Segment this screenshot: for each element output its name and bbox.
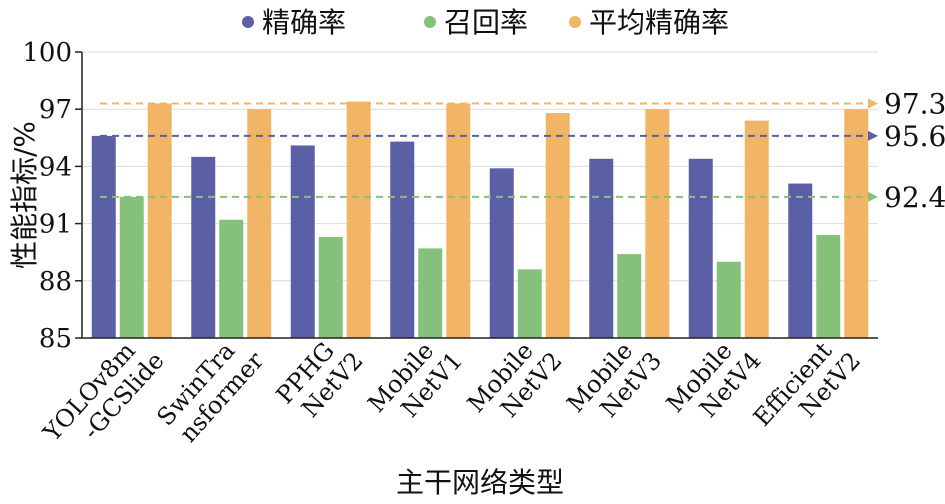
legend-label: 精确率	[262, 6, 346, 39]
x-tick-label: MobileNetV1	[362, 328, 468, 437]
legend-marker	[242, 16, 254, 28]
reference-label: 95.6	[884, 120, 945, 153]
y-tick-label: 88	[39, 267, 72, 297]
bar	[489, 168, 514, 338]
y-tick-label: 97	[39, 95, 72, 125]
bar	[844, 109, 869, 338]
bar	[517, 269, 542, 338]
x-axis-title: 主干网络类型	[396, 466, 564, 499]
x-tick-label: MobileNetV3	[561, 328, 667, 437]
bar	[346, 101, 371, 338]
x-tick-label: EfficientNetV2	[748, 328, 866, 451]
bar	[191, 156, 216, 338]
y-tick-label: 100	[22, 38, 72, 68]
bar	[446, 103, 471, 338]
bar	[219, 219, 244, 338]
y-tick-label: 91	[39, 210, 72, 240]
reference-arrow	[868, 130, 878, 141]
x-tick-label: MobileNetV4	[661, 328, 767, 437]
reference-lines: 97.395.6 92.4	[100, 87, 945, 214]
x-tick-label: PPHGNetV2	[271, 328, 369, 428]
bar	[390, 141, 415, 338]
bar	[589, 158, 614, 338]
bar	[645, 109, 670, 338]
y-axis-title: 性能指标/%	[8, 121, 41, 269]
bar	[147, 103, 172, 338]
bar	[318, 236, 343, 338]
reference-arrow	[868, 98, 878, 109]
reference-label: 97.3	[884, 87, 945, 120]
bar	[688, 158, 713, 338]
bar	[788, 183, 813, 338]
legend-label: 平均精确率	[589, 6, 729, 39]
y-tick-label: 94	[39, 152, 72, 182]
bar	[816, 235, 841, 338]
x-tick-label: SwinTransformer	[151, 327, 269, 450]
bar	[290, 145, 315, 338]
bar	[617, 254, 642, 338]
bar	[119, 196, 144, 338]
x-tick-label: MobileNetV2	[462, 328, 568, 437]
bar	[418, 248, 443, 338]
legend-marker	[569, 16, 581, 28]
bars	[91, 101, 869, 338]
legend-marker	[424, 16, 436, 28]
bar	[91, 135, 116, 338]
legend-label: 召回率	[444, 6, 528, 39]
reference-label: 92.4	[884, 181, 945, 214]
legend: 精确率 召回率 平均精确率	[242, 6, 729, 39]
bar	[545, 113, 570, 338]
bar	[247, 109, 272, 338]
y-tick-label: 85	[39, 324, 72, 354]
reference-arrow	[868, 191, 878, 202]
bar	[744, 120, 769, 338]
bar	[716, 261, 741, 338]
